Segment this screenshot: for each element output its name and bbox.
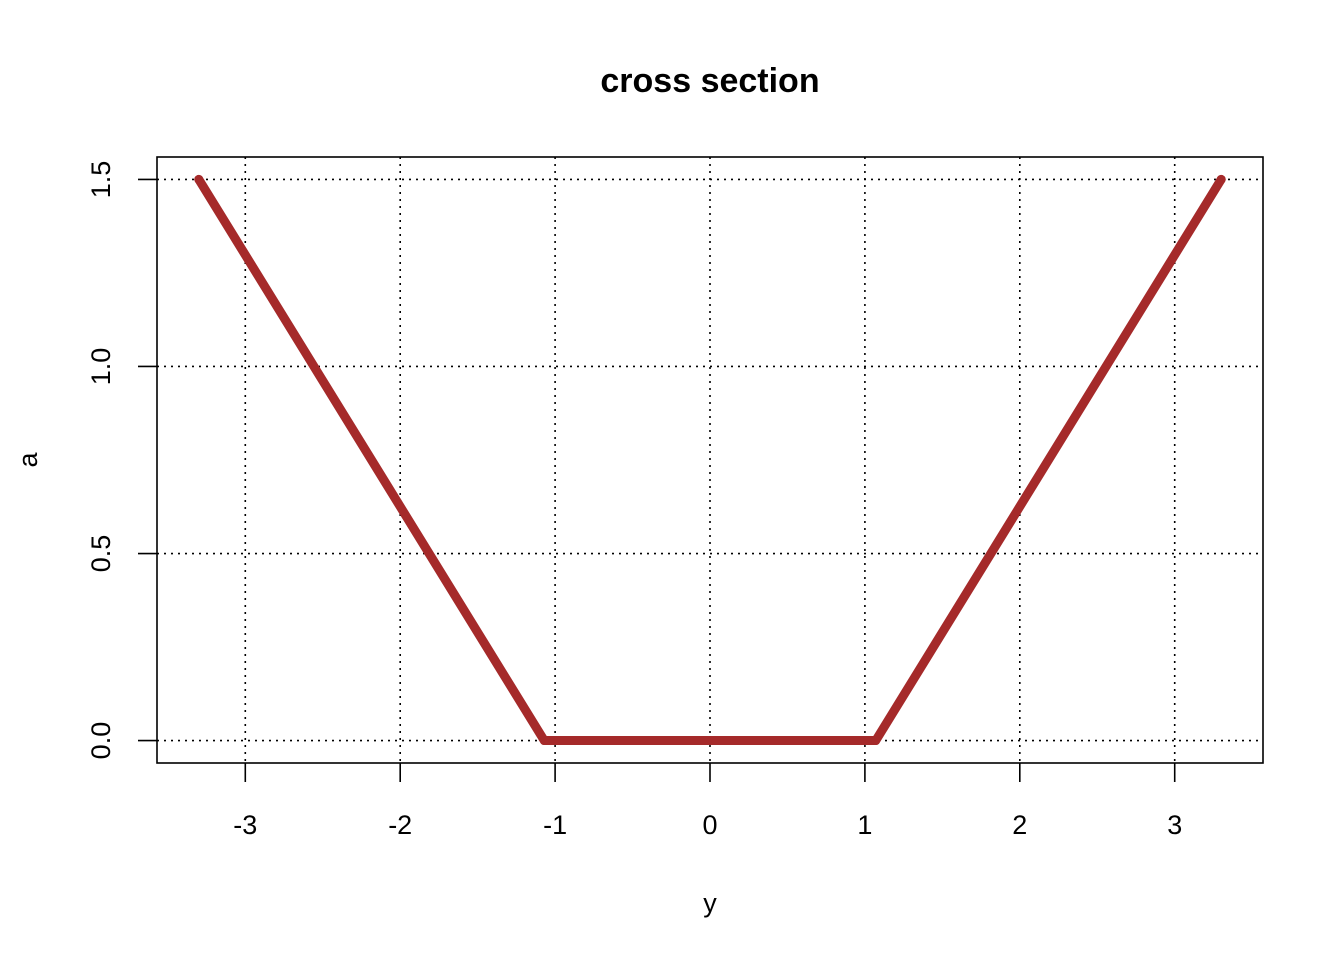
y-tick-label: 1.0 (86, 348, 116, 386)
x-tick-label: -1 (543, 810, 567, 840)
x-axis-label: y (703, 888, 717, 918)
x-tick-label: 2 (1012, 810, 1027, 840)
x-axis: -3 -2 -1 0 1 2 3 (233, 763, 1182, 840)
x-tick-label: -3 (233, 810, 257, 840)
x-tick-label: -2 (388, 810, 412, 840)
chart-title: cross section (600, 62, 819, 100)
grid (157, 157, 1263, 763)
data-point (1216, 174, 1226, 184)
series-group (194, 174, 1226, 746)
series-line-0 (194, 174, 1226, 746)
x-tick-label: 3 (1167, 810, 1182, 840)
data-point (871, 736, 881, 746)
y-tick-label: 0.5 (86, 535, 116, 573)
data-point (194, 174, 204, 184)
y-axis: 0.0 0.5 1.0 1.5 (86, 161, 157, 760)
x-tick-label: 0 (702, 810, 717, 840)
y-tick-label: 1.5 (86, 161, 116, 199)
y-axis-label: a (13, 452, 43, 468)
x-tick-label: 1 (857, 810, 872, 840)
data-point (539, 736, 549, 746)
y-tick-label: 0.0 (86, 722, 116, 760)
